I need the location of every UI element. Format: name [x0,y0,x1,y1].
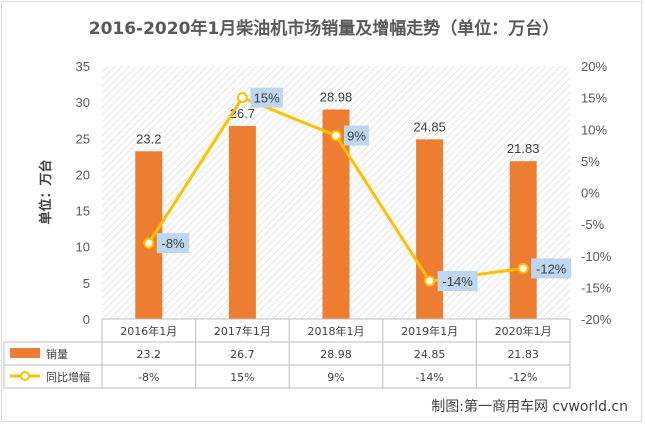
bar-data-label: 21.83 [507,141,540,156]
y-tick-label: 25 [76,131,90,146]
y2-tick-label: -5% [581,217,605,232]
bar-data-label: 24.85 [413,119,446,134]
line-label-box [344,125,369,146]
bar-data-label: 28.98 [320,90,353,105]
chart-title: 2016-2020年1月柴油机市场销量及增幅走势（单位：万台） [89,18,560,39]
table-cell: 23.2 [137,348,162,361]
line-point [236,92,248,104]
y2-tick-label: -15% [581,280,612,295]
y2-tick-label: 15% [581,91,607,106]
legend-swatch-marker [20,371,30,381]
line-point [424,275,436,287]
line-label-box [156,233,190,254]
x-tick-label: 2019年1月 [401,324,458,338]
line-data-label: -14% [442,274,473,289]
y2-tick-label: 10% [581,122,607,137]
table-cell: 28.98 [320,348,352,361]
legend-label: 同比增幅 [46,370,90,384]
x-tick-label: 2016年1月 [120,324,177,338]
y-tick-label: 15 [76,204,90,219]
y2-tick-label: -20% [581,312,612,327]
plot-area: 0 5 10 15 20 25 30 35 -20% -15% -10% -5% 0% 5% 10% 15% 2… [3,59,612,389]
line-label-box [531,258,572,279]
table-cell: -12% [509,371,537,384]
credit-text: 制图:第一商用车网 cvworld.cn [431,398,628,415]
line-label-box [437,271,478,292]
line-data-label: -8% [161,236,185,251]
y-tick-label: 0 [83,312,90,327]
table-cell: -8% [138,371,159,384]
y-tick-label: 20 [76,167,90,182]
x-tick-label: 2018年1月 [308,324,365,338]
y-tick-label: 35 [76,59,90,74]
line-label-box [250,87,283,108]
table-cell: 21.83 [507,348,539,361]
table-cell: 26.7 [230,348,255,361]
line-point [330,130,342,142]
line-data-label: 15% [254,91,280,106]
line-data-label: -12% [536,261,567,276]
line-point [517,262,529,274]
x-tick-label: 2020年1月 [495,324,552,338]
bar [228,125,256,319]
y-axis-label: 单位：万台 [38,159,54,224]
table-cell: 15% [230,371,254,384]
line-point [143,237,155,249]
bar [416,139,444,319]
table-cell: 24.85 [414,348,446,361]
bar [509,161,537,319]
legend-swatch-bar [10,348,40,358]
y2-tick-label: 5% [581,154,600,169]
x-tick-label: 2017年1月 [214,324,271,338]
table-cell: 9% [327,371,344,384]
legend-label: 销量 [46,347,68,361]
y-tick-label: 30 [76,95,90,110]
bar-data-label: 23.2 [136,131,161,146]
table-cell: -14% [415,371,443,384]
y2-tick-label: 20% [581,59,607,74]
y-tick-label: 10 [76,240,90,255]
y2-tick-label: -10% [581,249,612,264]
y-tick-label: 5 [83,276,90,291]
y2-tick-label: 0% [581,186,600,201]
line-data-label: 9% [347,129,366,144]
